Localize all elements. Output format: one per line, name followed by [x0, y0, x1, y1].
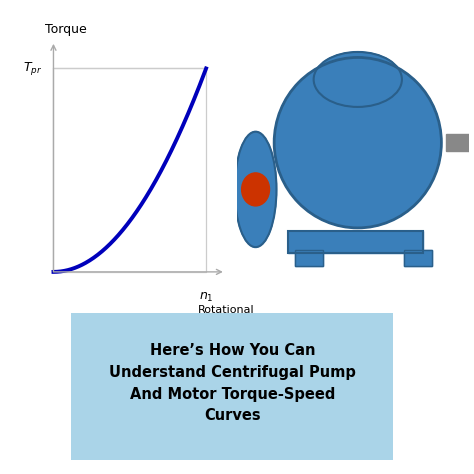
Bar [404, 250, 432, 266]
Text: $n_1$: $n_1$ [199, 291, 213, 304]
Ellipse shape [314, 52, 402, 107]
Ellipse shape [274, 57, 441, 228]
Bar [446, 135, 469, 151]
Circle shape [242, 173, 270, 206]
Text: Torque: Torque [45, 23, 86, 36]
Ellipse shape [235, 132, 276, 247]
Text: Here’s How You Can
Understand Centrifugal Pump
And Motor Torque-Speed
Curves: Here’s How You Can Understand Centrifuga… [109, 344, 356, 423]
Bar [295, 250, 323, 266]
Bar [404, 250, 432, 266]
Bar [288, 231, 423, 253]
Bar [288, 231, 423, 253]
Text: $T_{pr}$: $T_{pr}$ [23, 60, 43, 77]
Text: Rotational
speed: Rotational speed [197, 305, 254, 327]
Bar [295, 250, 323, 266]
